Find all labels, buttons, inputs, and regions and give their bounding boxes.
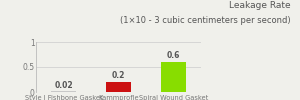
Text: 0.2: 0.2 (112, 72, 125, 80)
Bar (161, 62, 186, 92)
Bar (51, 91, 76, 92)
Text: 0.6: 0.6 (167, 52, 180, 60)
Text: 0.02: 0.02 (54, 80, 73, 90)
Text: (1×10 - 3 cubic centimeters per second): (1×10 - 3 cubic centimeters per second) (120, 16, 291, 25)
Bar (106, 82, 131, 92)
Text: Leakage Rate: Leakage Rate (230, 1, 291, 10)
